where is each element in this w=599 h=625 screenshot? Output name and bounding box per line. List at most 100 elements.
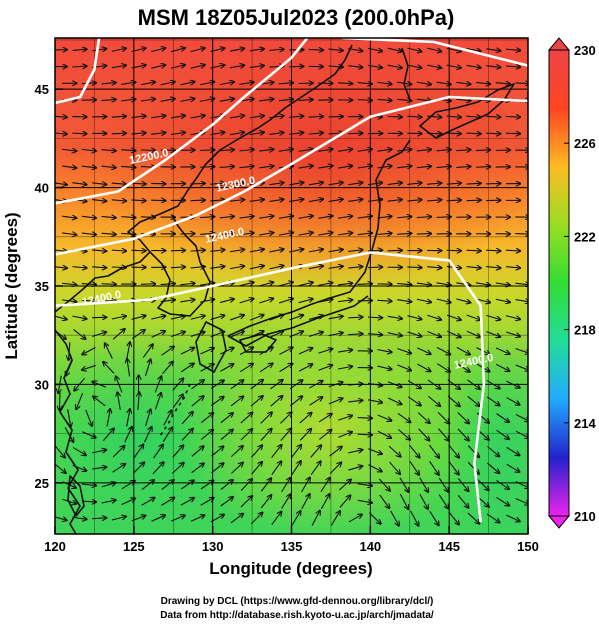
wind-arrow (161, 480, 174, 490)
wind-arrow (210, 397, 223, 406)
coastline-kyushu (195, 321, 227, 373)
wind-arrow (308, 49, 323, 50)
wind-arrow (495, 347, 509, 354)
wind-arrow (419, 477, 428, 492)
wind-arrow (348, 515, 362, 523)
wind-arrow (387, 116, 402, 117)
wind-arrow (121, 166, 135, 167)
wind-arrow (269, 199, 283, 201)
wind-arrow (387, 65, 402, 68)
wind-arrow (505, 331, 520, 336)
colorbar-tick-label: 226 (574, 136, 596, 151)
wind-arrow (111, 267, 126, 268)
wind-arrow (121, 82, 135, 84)
wind-arrow (269, 116, 283, 118)
wind-arrow (357, 284, 372, 285)
wind-arrow (200, 348, 213, 355)
wind-arrow (397, 166, 411, 168)
wind-arrow (298, 348, 312, 355)
wind-arrow (132, 463, 144, 474)
wind-arrow (219, 299, 234, 304)
wind-arrow (280, 429, 291, 441)
wind-arrow (111, 250, 126, 251)
wind-arrow (505, 116, 520, 117)
wind-arrow (377, 233, 391, 234)
wind-arrow (220, 413, 233, 424)
wind-arrow (81, 216, 96, 218)
wind-arrow (407, 396, 420, 406)
wind-arrow (428, 444, 439, 458)
wind-arrow (377, 166, 391, 168)
wind-arrow (348, 334, 362, 335)
wind-arrow (377, 216, 391, 218)
wind-arrow (112, 464, 126, 473)
wind-arrow (427, 267, 441, 268)
wind-arrow (467, 395, 480, 406)
colorbar-tick-label: 230 (574, 43, 596, 58)
wind-arrow (82, 347, 96, 355)
wind-arrow (101, 216, 116, 217)
wind-arrow (427, 330, 440, 337)
wind-arrow (466, 183, 481, 184)
wind-arrow (357, 100, 372, 101)
wind-arrow (111, 116, 126, 117)
wind-arrow (278, 299, 293, 304)
y-axis-ticks: 25 30 35 40 45 (35, 82, 63, 491)
wind-arrow (466, 116, 481, 117)
wind-arrow (337, 283, 352, 285)
wind-arrow (191, 446, 204, 457)
wind-arrow (249, 331, 263, 338)
wind-arrow (72, 66, 86, 67)
wind-arrow (417, 347, 430, 354)
wind-arrow (308, 116, 323, 117)
wind-arrow (429, 511, 439, 525)
coastline-korea (149, 214, 211, 317)
wind-arrow (140, 99, 155, 101)
wind-arrow (348, 133, 362, 134)
wind-arrow (427, 200, 441, 201)
wind-arrow (457, 478, 468, 492)
wind-arrow (72, 49, 86, 50)
wind-arrow (398, 429, 410, 440)
wind-arrow (308, 182, 323, 184)
wind-arrow (81, 431, 95, 438)
wind-arrow (506, 446, 520, 455)
wind-arrow (289, 396, 302, 407)
y-tick-label: 35 (35, 279, 49, 294)
wind-arrow (279, 364, 293, 373)
wind-arrow (180, 498, 194, 506)
wind-arrow (515, 430, 528, 438)
wind-arrow (337, 216, 352, 218)
wind-arrow (259, 347, 273, 356)
wind-arrow (486, 513, 499, 522)
wind-arrow (190, 515, 204, 522)
wind-arrow (311, 511, 320, 526)
wind-arrow (348, 66, 362, 68)
wind-arrow (121, 217, 135, 218)
wind-arrow (377, 82, 391, 84)
wind-arrow (505, 267, 520, 268)
wind-arrow (229, 249, 244, 251)
wind-arrow (121, 499, 135, 506)
wind-arrow (72, 267, 86, 268)
chart-title: MSM 18Z05Jul2023 (200.0hPa) (138, 5, 455, 30)
wind-arrow (487, 462, 499, 473)
wind-arrow (417, 363, 430, 371)
wind-arrow (259, 166, 273, 168)
x-tick-label: 130 (202, 539, 224, 554)
wind-arrow (436, 283, 451, 285)
wind-arrow (55, 444, 65, 457)
wind-arrow (69, 342, 70, 360)
wind-arrow (475, 150, 490, 151)
wind-arrow (397, 216, 411, 217)
wind-arrow (259, 299, 273, 304)
wind-arrow (339, 480, 350, 491)
wind-arrow (318, 166, 332, 168)
wind-arrow (230, 514, 243, 524)
wind-arrow (172, 395, 183, 408)
wind-arrow (298, 282, 313, 287)
height-contour-line (55, 251, 486, 523)
wind-arrow (200, 150, 214, 151)
wind-arrow (112, 329, 125, 340)
wind-arrow (318, 349, 333, 354)
